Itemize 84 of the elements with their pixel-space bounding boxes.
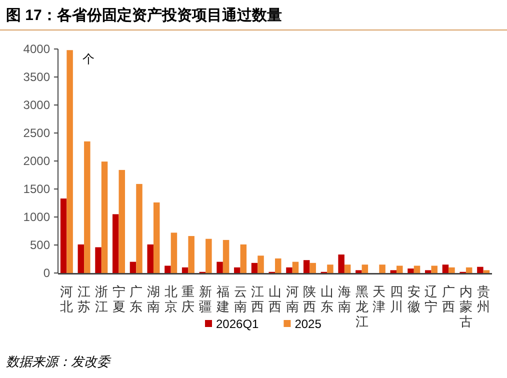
bar <box>216 262 223 273</box>
bar <box>379 264 386 273</box>
bar <box>414 266 420 273</box>
x-tick-label: 河北 <box>60 284 74 314</box>
bar <box>356 270 362 273</box>
y-tick-label: 2000 <box>23 154 50 168</box>
bar <box>286 267 292 273</box>
x-tick-label: 福建 <box>215 284 230 314</box>
bar <box>362 264 368 273</box>
x-tick-label: 陕西 <box>303 284 316 314</box>
bar <box>275 258 282 273</box>
bar <box>442 264 449 273</box>
x-tick-label: 北京 <box>164 284 178 314</box>
chart-title: 图 17：各省份固定资产投资项目通过数量 <box>6 6 282 24</box>
bar <box>153 202 160 273</box>
bar <box>222 240 230 273</box>
y-tick-label: 4000 <box>23 42 50 56</box>
x-tick-label: 海南 <box>338 284 351 314</box>
bar <box>234 267 240 273</box>
bar <box>147 244 154 273</box>
x-tick-label: 浙江 <box>94 284 108 314</box>
x-tick-label: 河南 <box>286 284 299 314</box>
bar <box>303 260 310 273</box>
bar <box>338 254 344 273</box>
bar <box>101 162 108 273</box>
x-tick-label: 重庆 <box>182 284 195 314</box>
x-tick-label: 四川 <box>390 284 404 314</box>
bar <box>95 247 102 273</box>
y-tick-label: 500 <box>30 238 50 252</box>
x-tick-label: 广东 <box>130 284 143 314</box>
y-tick-label: 0 <box>43 266 50 280</box>
bar <box>344 264 351 273</box>
x-tick-label: 新疆 <box>199 284 212 314</box>
bar <box>477 266 484 273</box>
bar <box>130 262 136 273</box>
bar <box>251 262 258 273</box>
legend-label: 2025 <box>294 317 322 331</box>
x-tick-label: 辽宁 <box>424 284 438 314</box>
bar <box>483 270 490 273</box>
bar <box>448 267 455 273</box>
bar <box>84 141 90 273</box>
bar <box>188 236 194 273</box>
y-axis-title: 个 <box>82 52 94 66</box>
bar <box>112 214 119 273</box>
x-tick-label: 安徽 <box>407 284 420 314</box>
bar <box>327 264 334 273</box>
bar <box>240 244 247 273</box>
legend-label: 2026Q1 <box>216 317 260 331</box>
bar <box>170 232 178 273</box>
x-tick-label: 江西 <box>251 284 264 314</box>
x-tick-label: 湖南 <box>146 284 160 314</box>
x-tick-label: 宁夏 <box>112 284 126 314</box>
bar <box>390 270 397 273</box>
bar <box>310 262 316 273</box>
bar <box>206 238 212 273</box>
bar <box>396 266 403 273</box>
x-tick-label: 天津 <box>372 284 386 314</box>
x-tick-label: 贵州 <box>476 284 490 314</box>
bar <box>431 266 438 273</box>
x-tick-label: 云南 <box>234 284 247 314</box>
y-tick-label: 3500 <box>23 70 50 84</box>
bar <box>164 266 171 273</box>
x-tick-label: 江苏 <box>78 284 91 314</box>
y-tick-label: 2500 <box>23 126 50 140</box>
bar <box>466 267 472 273</box>
bar <box>118 170 126 273</box>
x-tick-label: 山东 <box>320 284 334 314</box>
x-tick-label: 山西 <box>268 284 282 314</box>
bar <box>66 50 73 273</box>
y-tick-label: 3000 <box>23 98 50 112</box>
bar <box>258 256 264 273</box>
bar <box>292 262 299 273</box>
bar <box>182 267 188 273</box>
bar <box>78 244 84 273</box>
y-tick-label: 1500 <box>23 182 50 196</box>
x-tick-label: 广西 <box>442 284 456 314</box>
source-note: 数据来源：发改委 <box>6 354 112 369</box>
bar <box>60 198 67 273</box>
x-tick-label: 内蒙古 <box>459 284 472 329</box>
y-tick-label: 1000 <box>23 210 50 224</box>
bar <box>408 268 414 273</box>
x-tick-label: 黑龙江 <box>355 284 368 329</box>
bar <box>424 270 432 273</box>
bar <box>136 184 142 273</box>
